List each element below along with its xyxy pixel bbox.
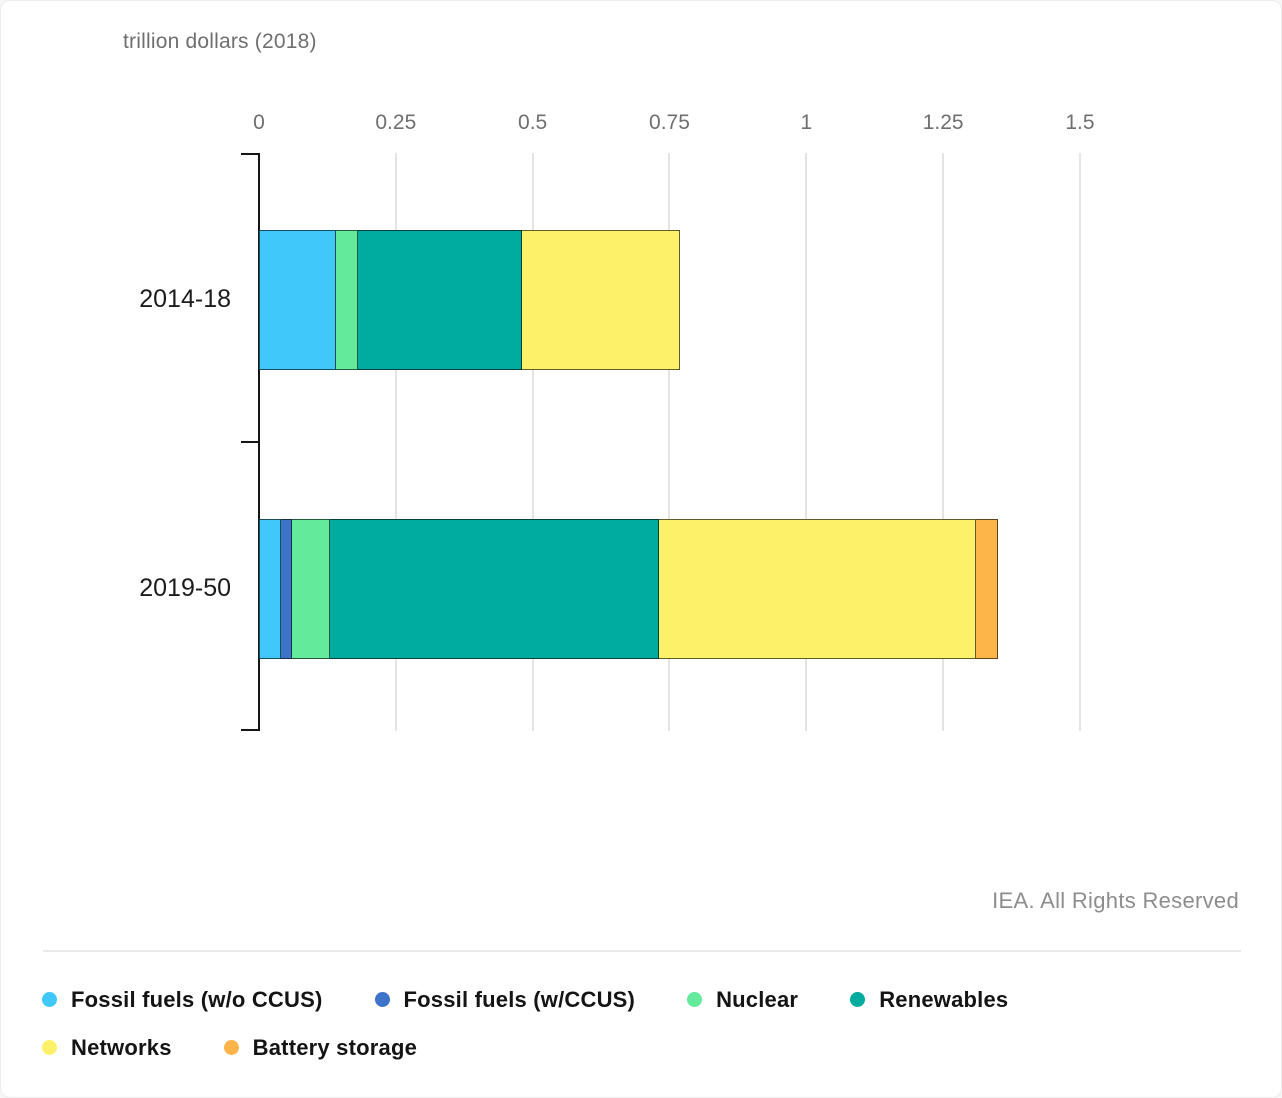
y-axis-tick bbox=[241, 441, 259, 443]
bar-segment[interactable] bbox=[330, 519, 659, 659]
copyright-text: IEA. All Rights Reserved bbox=[992, 888, 1239, 913]
legend-item[interactable]: Fossil fuels (w/o CCUS) bbox=[42, 984, 323, 1015]
legend-item[interactable]: Renewables bbox=[850, 984, 1008, 1015]
bar-segment[interactable] bbox=[280, 519, 292, 659]
legend-dot-icon bbox=[687, 992, 703, 1007]
bar-segment[interactable] bbox=[291, 519, 331, 659]
legend: Fossil fuels (w/o CCUS) Fossil fuels (w/C… bbox=[42, 984, 1102, 1063]
category-label: 2014-18 bbox=[139, 285, 231, 313]
legend-dot-icon bbox=[374, 992, 390, 1007]
y-axis-tick bbox=[241, 153, 259, 155]
legend-label: Nuclear bbox=[716, 986, 799, 1012]
gridline bbox=[531, 153, 534, 731]
gridline bbox=[1078, 153, 1081, 731]
legend-label: Networks bbox=[71, 1034, 172, 1060]
category-label: 2019-50 bbox=[139, 574, 231, 602]
legend-label: Fossil fuels (w/CCUS) bbox=[403, 986, 636, 1012]
gridline bbox=[805, 153, 808, 731]
bar-segment[interactable] bbox=[357, 230, 522, 370]
gridline bbox=[668, 153, 671, 731]
bar-row bbox=[259, 519, 998, 659]
x-axis-tick-label: 1 bbox=[800, 111, 813, 134]
x-axis-tick-label: 0.5 bbox=[518, 111, 548, 134]
x-axis-tick-label: 0 bbox=[253, 111, 265, 134]
legend-dot-icon bbox=[850, 992, 866, 1007]
legend-item[interactable]: Networks bbox=[42, 1032, 172, 1063]
legend-separator bbox=[43, 950, 1241, 952]
legend-item[interactable]: Battery storage bbox=[223, 1032, 418, 1063]
x-axis-tick-label: 1.5 bbox=[1065, 111, 1095, 134]
legend-label: Battery storage bbox=[252, 1034, 418, 1060]
x-axis-tick-label: 0.75 bbox=[649, 111, 690, 134]
legend-item[interactable]: Nuclear bbox=[687, 984, 798, 1015]
legend-dot-icon bbox=[223, 1040, 239, 1055]
legend-item[interactable]: Fossil fuels (w/CCUS) bbox=[374, 984, 636, 1015]
chart-title: trillion dollars (2018) bbox=[123, 30, 317, 53]
bar-row bbox=[259, 230, 681, 370]
bar-segment[interactable] bbox=[975, 519, 998, 659]
gridline bbox=[942, 153, 945, 731]
gridline bbox=[394, 153, 397, 731]
legend-dot-icon bbox=[42, 992, 57, 1007]
y-axis-line bbox=[258, 153, 260, 731]
bar-segment[interactable] bbox=[335, 230, 358, 370]
bar-segment[interactable] bbox=[521, 230, 681, 370]
y-axis-tick bbox=[241, 729, 259, 731]
bar-segment[interactable] bbox=[259, 519, 281, 659]
bar-segment[interactable] bbox=[658, 519, 976, 659]
legend-dot-icon bbox=[42, 1040, 57, 1055]
x-axis-tick-label: 0.25 bbox=[375, 111, 417, 134]
bar-segment[interactable] bbox=[259, 230, 336, 370]
x-axis-tick-label: 1.25 bbox=[922, 111, 964, 134]
legend-label: Renewables bbox=[879, 986, 1009, 1012]
legend-label: Fossil fuels (w/o CCUS) bbox=[71, 986, 323, 1012]
